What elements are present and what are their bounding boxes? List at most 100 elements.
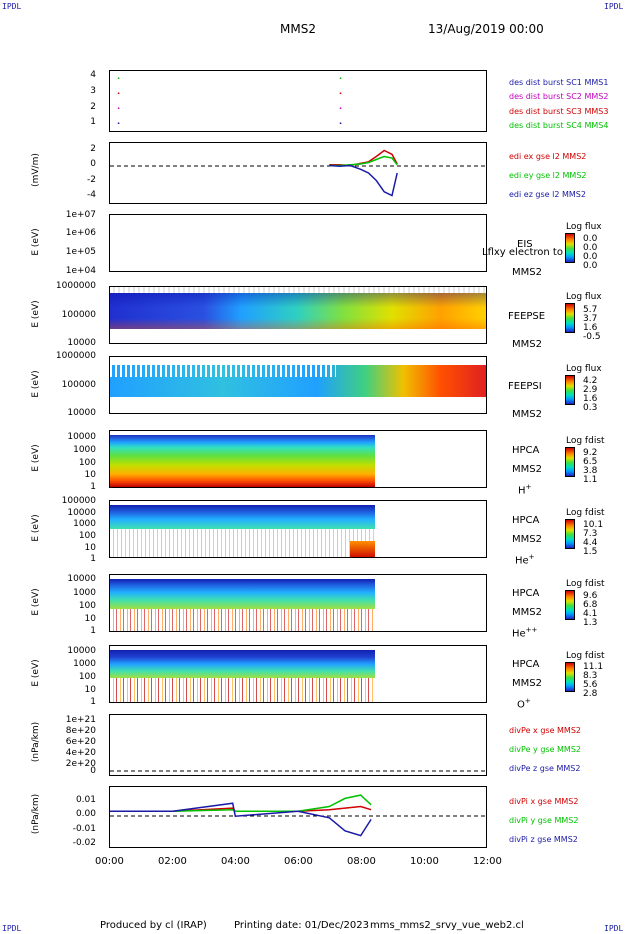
burst-ytick: 3 bbox=[90, 86, 96, 96]
feepsi-ytick: 1000000 bbox=[55, 351, 96, 361]
feepse-ytick: 10000 bbox=[67, 338, 96, 348]
x-tick: 04:00 bbox=[221, 856, 250, 867]
edi-legend-y: edi ey gse l2 MMS2 bbox=[509, 171, 587, 180]
divpe-panel bbox=[109, 714, 487, 776]
footer-filename: mms_mms2_srvy_vue_web2.cl bbox=[370, 920, 524, 931]
divpe-legend-y: divPe y gse MMS2 bbox=[509, 745, 581, 754]
burst-marker bbox=[117, 107, 120, 109]
feepsi-ytick: 100000 bbox=[61, 380, 96, 390]
burst-marker bbox=[339, 107, 342, 109]
spacecraft-title: MMS2 bbox=[280, 22, 316, 36]
hpca-hepp-panel bbox=[109, 574, 487, 632]
hpca-hepp-instrument-label: HPCA bbox=[512, 588, 540, 599]
edi-plot bbox=[110, 149, 486, 197]
footer-producer: Produced by cl (IRAP) bbox=[100, 920, 207, 931]
hpca-o-cb-tick: 8.3 bbox=[583, 671, 598, 681]
edi-panel bbox=[109, 142, 487, 204]
divpi-ytick: 0.01 bbox=[75, 795, 96, 805]
feepse-cb-tick: 3.7 bbox=[583, 314, 598, 324]
divpe-legend-z: divPe z gse MMS2 bbox=[509, 764, 581, 773]
hpca-o-ytick: 10 bbox=[84, 685, 96, 695]
feepse-panel bbox=[109, 286, 487, 344]
divpe-legend-x: divPe x gse MMS2 bbox=[509, 726, 581, 735]
hpca-h-ytick: 10000 bbox=[67, 432, 96, 442]
eis-instrument-label: EIS bbox=[517, 239, 533, 250]
hpca-hepp-cb-tick: 1.3 bbox=[583, 618, 598, 628]
burst-plot bbox=[117, 77, 342, 124]
x-tick: 00:00 bbox=[95, 856, 124, 867]
feepse-colorbar bbox=[565, 303, 575, 333]
hpca-o-cb-tick: 2.8 bbox=[583, 689, 598, 699]
feepsi-colorbar bbox=[565, 375, 575, 405]
hpca-h-colorbar bbox=[565, 447, 575, 477]
feepse-cb-tick: 1.6 bbox=[583, 323, 598, 333]
hpca-o-colorbar bbox=[565, 662, 575, 692]
divpe-ytick: 1e+21 bbox=[65, 715, 96, 725]
burst-marker bbox=[117, 92, 120, 94]
hpca-he-cb-tick: 10.1 bbox=[583, 520, 604, 530]
hpca-h-panel bbox=[109, 430, 487, 488]
hpca-hepp-ytick: 1000 bbox=[73, 588, 96, 598]
feepsi-colorbar-title: Log flux bbox=[566, 364, 602, 374]
hpca-h-cb-tick: 9.2 bbox=[583, 448, 598, 458]
x-tick: 08:00 bbox=[347, 856, 376, 867]
divpe-ytick: 8e+20 bbox=[65, 726, 96, 736]
feepse-ytick: 1000000 bbox=[55, 281, 96, 291]
hpca-he-panel bbox=[109, 500, 487, 558]
burst-marker bbox=[117, 77, 120, 79]
x-tick: 02:00 bbox=[158, 856, 187, 867]
corner-label-bottom-right: IPDL bbox=[604, 924, 624, 933]
eis-ytick: 1e+07 bbox=[65, 210, 96, 220]
feepsi-cb-tick: 0.3 bbox=[583, 403, 598, 413]
edi-series-line bbox=[329, 155, 398, 167]
feepsi-cb-tick: 4.2 bbox=[583, 376, 598, 386]
corner-label-bottom-left: IPDL bbox=[2, 924, 22, 933]
edi-legend-x: edi ex gse l2 MMS2 bbox=[509, 152, 587, 161]
hpca-hepp-ytick: 10 bbox=[84, 614, 96, 624]
divpi-ytick: 0.00 bbox=[75, 809, 96, 819]
x-tick: 10:00 bbox=[410, 856, 439, 867]
feepse-sc-label: MMS2 bbox=[512, 339, 542, 350]
divpi-legend-x: divPi x gse MMS2 bbox=[509, 797, 579, 806]
hpca-he-ytick: 100 bbox=[78, 531, 96, 541]
divpe-ytick: 4e+20 bbox=[65, 748, 96, 758]
hpca-o-cb-tick: 5.6 bbox=[583, 680, 598, 690]
divpi-plot bbox=[110, 794, 486, 837]
hpca-h-cb-tick: 3.8 bbox=[583, 466, 598, 476]
burst-legend-sc1: des dist burst SC1 MMS1 bbox=[509, 78, 609, 87]
eis-ytick: 1e+06 bbox=[65, 228, 96, 238]
eis-cb-tick: 0.0 bbox=[583, 252, 598, 262]
hpca-he-instrument-label: HPCA bbox=[512, 515, 540, 526]
eis-colorbar bbox=[565, 233, 575, 263]
burst-marker bbox=[339, 92, 342, 94]
hpca-hepp-colorbar bbox=[565, 590, 575, 620]
hpca-he-sc-label: MMS2 bbox=[512, 534, 542, 545]
divpe-ytick: 6e+20 bbox=[65, 737, 96, 747]
feepsi-sc-label: MMS2 bbox=[512, 409, 542, 420]
eis-sc-label: MMS2 bbox=[512, 267, 542, 278]
feepse-cb-tick: -0.5 bbox=[583, 332, 601, 342]
corner-label-top-right: IPDL bbox=[604, 2, 624, 11]
hpca-h-colorbar-title: Log fdist bbox=[566, 436, 605, 446]
feepsi-cb-tick: 1.6 bbox=[583, 394, 598, 404]
hpca-he-ytick: 10000 bbox=[67, 508, 96, 518]
hpca-h-ytick: 1000 bbox=[73, 445, 96, 455]
hpca-o-panel bbox=[109, 645, 487, 703]
corner-label-top-left: IPDL bbox=[2, 2, 22, 11]
eis-overlay-label: Lflxy electron to bbox=[482, 247, 563, 258]
edi-ytick: -4 bbox=[87, 190, 96, 200]
datetime-title: 13/Aug/2019 00:00 bbox=[428, 22, 544, 36]
eis-ylabel: E (eV) bbox=[31, 228, 41, 256]
hpca-he-ytick: 10 bbox=[84, 543, 96, 553]
hpca-h-cb-tick: 1.1 bbox=[583, 475, 598, 485]
eis-ytick: 1e+05 bbox=[65, 247, 96, 257]
hpca-o-ytick: 1 bbox=[90, 697, 96, 707]
hpca-h-instrument-label: HPCA bbox=[512, 445, 540, 456]
feepsi-ytick: 10000 bbox=[67, 408, 96, 418]
hpca-hepp-ytick: 100 bbox=[78, 601, 96, 611]
divpi-ytick: -0.02 bbox=[72, 838, 96, 848]
edi-ytick: 0 bbox=[90, 159, 96, 169]
hpca-hepp-species-label: He++ bbox=[512, 626, 538, 640]
edi-ytick: -2 bbox=[87, 175, 96, 185]
edi-ytick: 2 bbox=[90, 144, 96, 154]
